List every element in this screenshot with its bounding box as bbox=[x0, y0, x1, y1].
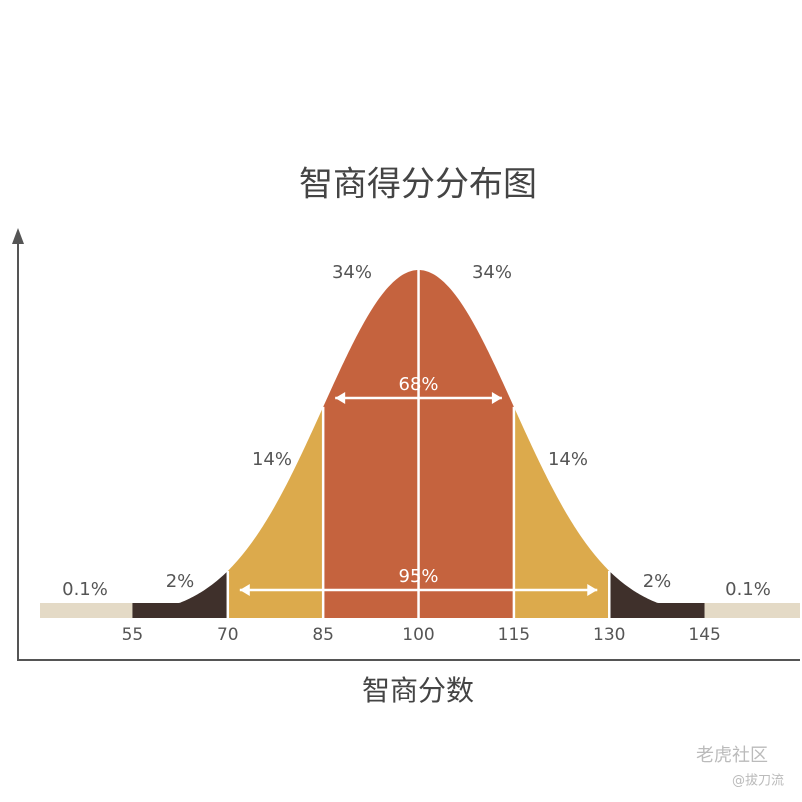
watermark: @拔刀流 bbox=[732, 774, 784, 789]
x-tick-label: 85 bbox=[312, 625, 334, 645]
x-tick-label: 70 bbox=[217, 625, 239, 645]
value-label: 34% bbox=[472, 262, 512, 283]
segment bbox=[418, 270, 514, 618]
x-tick-label: 55 bbox=[122, 625, 144, 645]
value-label: 34% bbox=[332, 262, 372, 283]
y-axis-arrow bbox=[12, 228, 24, 244]
value-label: 0.1% bbox=[725, 579, 771, 600]
value-label: 14% bbox=[252, 449, 292, 470]
x-axis-label: 智商分数 bbox=[362, 674, 474, 707]
segment bbox=[323, 270, 419, 618]
x-tick-label: 130 bbox=[593, 625, 625, 645]
x-tick-label: 115 bbox=[498, 625, 530, 645]
watermark: 老虎社区 bbox=[696, 745, 768, 766]
chart-title: 智商得分分布图 bbox=[299, 165, 537, 205]
x-tick-label: 100 bbox=[402, 625, 434, 645]
value-label: 14% bbox=[548, 449, 588, 470]
span-label: 95% bbox=[399, 566, 439, 587]
segment bbox=[513, 406, 610, 618]
segment bbox=[227, 406, 324, 618]
segment bbox=[704, 603, 800, 618]
segment bbox=[132, 570, 228, 618]
segment bbox=[609, 570, 705, 618]
x-tick-label: 145 bbox=[688, 625, 720, 645]
value-label: 0.1% bbox=[62, 579, 108, 600]
value-label: 2% bbox=[643, 571, 672, 592]
span-label: 68% bbox=[399, 374, 439, 395]
segment bbox=[40, 603, 133, 618]
value-label: 2% bbox=[166, 571, 195, 592]
